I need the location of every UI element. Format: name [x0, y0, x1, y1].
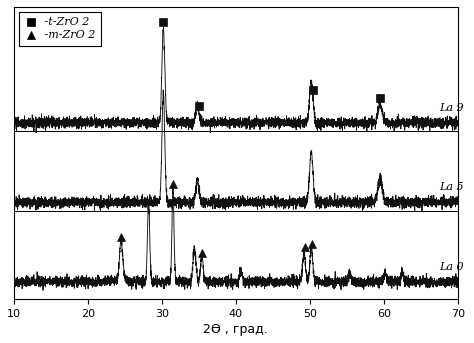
- X-axis label: 2ϴ , град.: 2ϴ , град.: [203, 323, 268, 336]
- Text: La 9: La 9: [439, 103, 464, 113]
- Text: La 5: La 5: [439, 182, 464, 192]
- Text: La 0: La 0: [439, 262, 464, 272]
- Legend:  -t-ZrO 2,  -m-ZrO 2: -t-ZrO 2, -m-ZrO 2: [19, 12, 100, 46]
